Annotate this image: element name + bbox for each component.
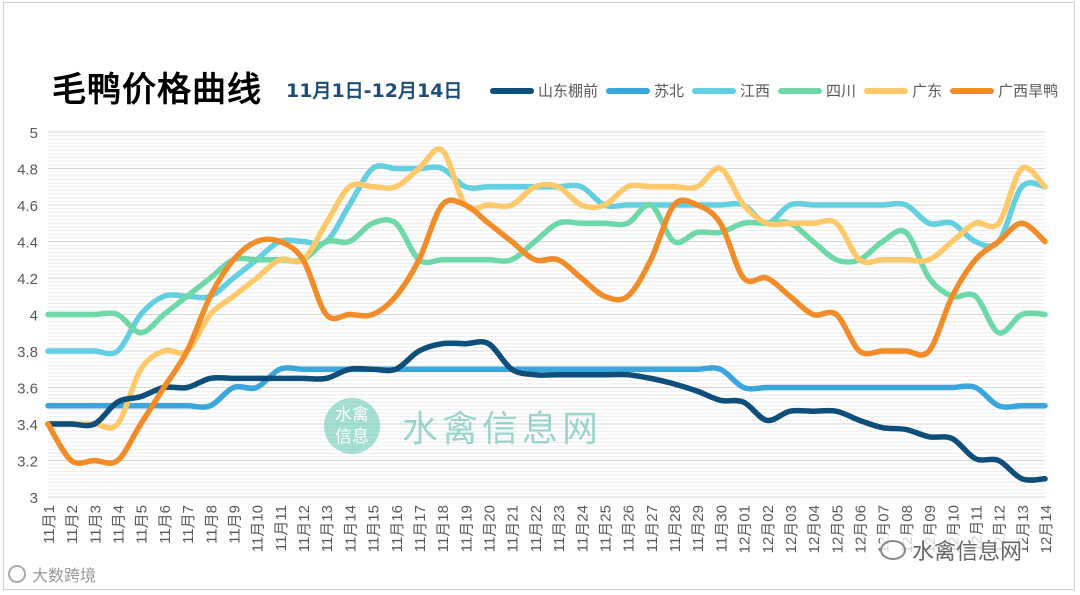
x-tick-label: 11月30 [713, 505, 730, 552]
legend-label: 广西旱鸭 [998, 82, 1059, 100]
legend-swatch [864, 87, 909, 94]
y-tick-label: 3.6 [17, 381, 38, 398]
footer-right: 水禽信息网 [880, 534, 1023, 566]
legend-label: 四川 [826, 82, 857, 100]
loop-icon [8, 565, 26, 583]
x-tick-label: 11月8 [203, 505, 220, 544]
x-tick-label: 11月16 [389, 505, 406, 552]
legend-label: 山东棚前 [538, 82, 599, 100]
series-line-6 [45, 197, 1048, 466]
watermark: 水禽 信息 水禽信息网 [318, 392, 608, 460]
chart-title: 毛鸭价格曲线 [52, 70, 262, 110]
x-tick-label: 11月21 [505, 505, 522, 552]
footer-left-text: 大数跨境 [32, 566, 97, 585]
x-tick-label: 11月5 [134, 505, 151, 544]
series-line-1 [45, 339, 1048, 483]
legend-item-2: 苏北 [606, 80, 684, 101]
legend-swatch [778, 87, 823, 94]
x-tick-label: 11月17 [412, 505, 429, 552]
x-tick-label: 12月03 [783, 505, 800, 553]
x-tick-label: 11月14 [342, 505, 359, 552]
x-tick-label: 11月12 [296, 505, 313, 552]
x-tick-label: 11月13 [319, 505, 336, 552]
x-tick-label: 11月27 [644, 505, 661, 552]
x-tick-label: 12月06 [853, 505, 870, 553]
legend-item-3: 江西 [692, 80, 770, 101]
x-tick-label: 11月2 [64, 505, 81, 544]
legend-item-5: 广东 [864, 80, 942, 101]
x-tick-label: 11月15 [366, 505, 383, 552]
x-tick-label: 11月1 [41, 505, 58, 544]
series-line-2 [45, 365, 1048, 410]
x-tick-label: 11月23 [551, 505, 568, 552]
x-tick-label: 11月20 [482, 505, 499, 552]
x-tick-label: 11月18 [435, 505, 452, 552]
x-tick-label: 11月22 [528, 505, 545, 552]
x-tick-label: 11月25 [597, 505, 614, 552]
chat-icon [880, 540, 906, 560]
series-line-4 [45, 202, 1048, 336]
y-tick-label: 4.4 [17, 235, 38, 252]
legend-label: 苏北 [654, 82, 685, 100]
x-tick-label: 11月29 [690, 505, 707, 552]
x-tick-label: 11月7 [180, 505, 197, 544]
y-tick-label: 4.6 [17, 198, 38, 215]
chart-frame [3, 2, 1075, 590]
footer-right-text: 水禽信息网 [912, 540, 1023, 565]
y-tick-label: 3 [30, 490, 38, 507]
legend-swatch [606, 87, 651, 94]
legend-item-4: 四川 [778, 80, 856, 101]
legend-swatch [692, 87, 737, 94]
x-tick-label: 12月05 [829, 505, 846, 553]
y-tick-label: 5 [30, 125, 38, 142]
x-tick-label: 11月4 [111, 505, 128, 544]
x-tick-label: 11月11 [273, 505, 290, 551]
legend-swatch [950, 87, 995, 94]
legend-item-6: 广西旱鸭 [950, 80, 1058, 101]
legend-item-1: 山东棚前 [490, 80, 598, 101]
chart-legend: 山东棚前 苏北 江西 四川 广东 广西旱鸭 [490, 80, 1066, 101]
y-tick-label: 4 [30, 308, 38, 325]
legend-label: 江西 [740, 82, 771, 100]
watermark-badge: 水禽 信息 [324, 398, 380, 454]
chart-subtitle: 11月1日-12月14日 [286, 80, 463, 102]
x-tick-label: 12月04 [806, 505, 823, 553]
x-tick-label: 12月01 [737, 505, 754, 553]
x-tick-label: 12月02 [760, 505, 777, 553]
x-tick-label: 11月24 [574, 505, 591, 552]
x-tick-label: 11月3 [87, 505, 104, 544]
x-tick-label: 11月10 [250, 505, 267, 552]
y-tick-label: 3.2 [17, 454, 38, 471]
y-tick-label: 3.8 [17, 344, 38, 361]
x-tick-label: 11月26 [621, 505, 638, 552]
y-tick-label: 3.4 [17, 417, 38, 434]
x-tick-label: 11月28 [667, 505, 684, 552]
footer-left: 大数跨境 [8, 562, 96, 586]
x-tick-label: 11月19 [458, 505, 475, 552]
y-tick-label: 4.2 [17, 271, 38, 288]
y-tick-label: 4.8 [17, 162, 38, 179]
series-line-5 [45, 146, 1048, 431]
x-tick-label: 12月14 [1038, 505, 1055, 553]
x-tick-label: 11月9 [226, 505, 243, 544]
watermark-text: 水禽信息网 [402, 409, 603, 450]
x-tick-label: 11月6 [157, 505, 174, 544]
legend-label: 广东 [912, 82, 943, 100]
legend-swatch [490, 87, 534, 94]
